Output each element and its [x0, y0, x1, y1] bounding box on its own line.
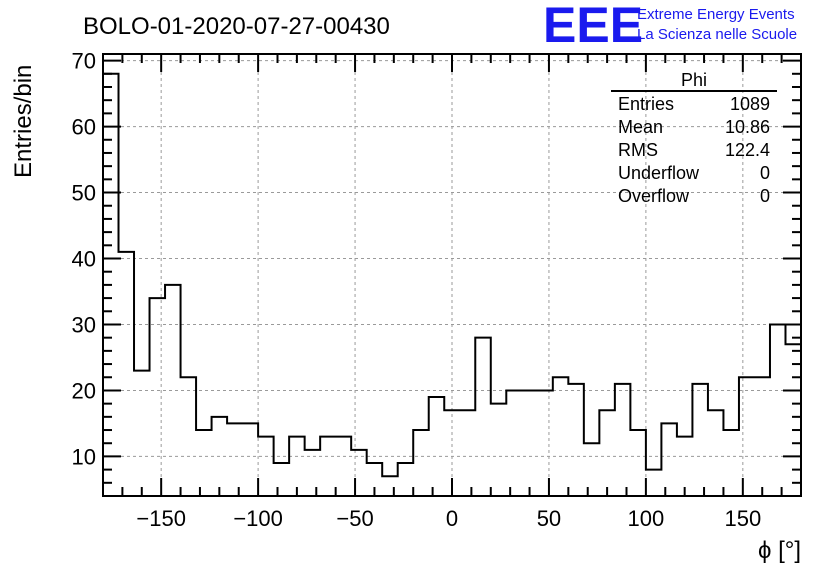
y-tick-label: 60	[72, 115, 96, 140]
stats-row-value: 10.86	[725, 117, 770, 137]
stats-row-label: RMS	[618, 140, 658, 160]
x-axis-label: ϕ [°]	[758, 537, 801, 564]
y-tick-label: 70	[72, 49, 96, 74]
x-tick-label: −150	[136, 506, 186, 531]
tick-labels: −150 −100 −50 0 50 100 150 10 20 30 40 50 60 70	[72, 49, 762, 531]
stats-row-label: Overflow	[618, 186, 690, 206]
x-tick-label: −50	[336, 506, 373, 531]
x-tick-label: 0	[446, 506, 458, 531]
y-tick-label: 30	[72, 312, 96, 337]
chart-title: BOLO-01-2020-07-27-00430	[83, 13, 390, 40]
histogram-outline	[103, 72, 801, 478]
y-tick-label: 50	[72, 181, 96, 206]
stats-row-label: Entries	[618, 94, 674, 114]
y-tick-label: 20	[72, 378, 96, 403]
stats-title: Phi	[681, 70, 707, 90]
axis-ticks	[102, 54, 802, 496]
stats-row-label: Underflow	[618, 163, 700, 183]
logo-text: EEE	[543, 0, 643, 53]
plot-frame	[102, 53, 802, 497]
x-tick-label: 100	[628, 506, 665, 531]
stats-row-value: 0	[760, 186, 770, 206]
y-tick-label: 40	[72, 247, 96, 272]
logo-line-2: La Scienza nelle Scuole	[637, 26, 797, 43]
x-tick-label: −100	[233, 506, 283, 531]
x-tick-label: 150	[724, 506, 761, 531]
eee-logo: EEE Extreme Energy Events La Scienza nel…	[543, 0, 797, 53]
y-tick-label: 10	[72, 444, 96, 469]
stats-row-label: Mean	[618, 117, 663, 137]
stats-row-value: 122.4	[725, 140, 770, 160]
x-tick-label: 50	[537, 506, 561, 531]
logo-line-1: Extreme Energy Events	[637, 6, 795, 23]
stats-row-value: 1089	[730, 94, 770, 114]
y-axis-label: Entries/bin	[10, 65, 37, 178]
stats-box: Phi Entries 1089 Mean 10.86 RMS 122.4 Underflo…	[611, 70, 777, 206]
stats-row-value: 0	[760, 163, 770, 183]
